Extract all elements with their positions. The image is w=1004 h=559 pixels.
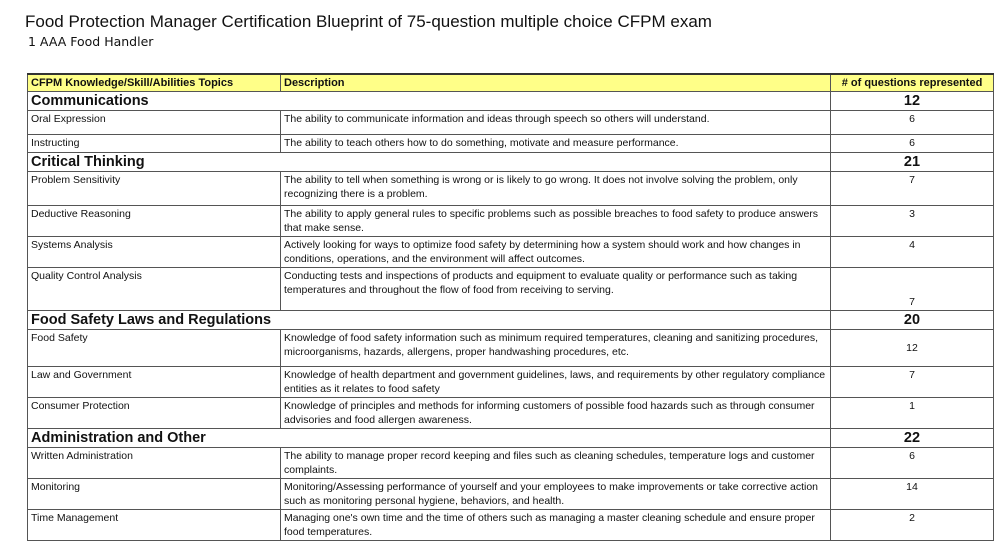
topic-description: The ability to apply general rules to sp… xyxy=(280,205,831,237)
category-count: 20 xyxy=(830,310,994,330)
topic-count: 2 xyxy=(830,509,994,541)
document-title: Food Protection Manager Certification Bl… xyxy=(25,12,712,31)
topic-name: Consumer Protection xyxy=(27,397,281,429)
topic-description: The ability to teach others how to do so… xyxy=(280,134,831,153)
topic-count: 12 xyxy=(830,329,994,367)
category-name: Critical Thinking xyxy=(27,152,831,172)
topic-row: Oral Expression The ability to communicat… xyxy=(27,110,994,135)
topic-description: Monitoring/Assessing performance of your… xyxy=(280,478,831,510)
topic-row: Instructing The ability to teach others h… xyxy=(27,134,994,153)
topic-description: Managing one's own time and the time of … xyxy=(280,509,831,541)
topic-description: Knowledge of food safety information suc… xyxy=(280,329,831,367)
topic-row: Deductive Reasoning The ability to apply … xyxy=(27,205,994,237)
topic-name: Monitoring xyxy=(27,478,281,510)
category-row: Administration and Other 22 xyxy=(27,428,994,448)
topic-description: The ability to tell when something is wr… xyxy=(280,171,831,206)
topic-name: Instructing xyxy=(27,134,281,153)
category-count: 12 xyxy=(830,91,994,111)
topic-name: Written Administration xyxy=(27,447,281,479)
topic-count: 1 xyxy=(830,397,994,429)
topic-description: Knowledge of principles and methods for … xyxy=(280,397,831,429)
blueprint-table: CFPM Knowledge/Skill/Abilities Topics De… xyxy=(27,73,994,541)
topic-description: The ability to manage proper record keep… xyxy=(280,447,831,479)
topic-name: Law and Government xyxy=(27,366,281,398)
topic-description: Conducting tests and inspections of prod… xyxy=(280,267,831,311)
topic-name: Systems Analysis xyxy=(27,236,281,268)
topic-name: Deductive Reasoning xyxy=(27,205,281,237)
topic-row: Law and Government Knowledge of health de… xyxy=(27,366,994,398)
topic-row: Monitoring Monitoring/Assessing performan… xyxy=(27,478,994,510)
topic-row: Problem Sensitivity The ability to tell w… xyxy=(27,171,994,206)
category-row: Food Safety Laws and Regulations 20 xyxy=(27,310,994,330)
header-topic: CFPM Knowledge/Skill/Abilities Topics xyxy=(27,73,281,92)
topic-count: 6 xyxy=(830,134,994,153)
topic-name: Food Safety xyxy=(27,329,281,367)
category-row: Communications 12 xyxy=(27,91,994,111)
category-count: 21 xyxy=(830,152,994,172)
topic-count: 6 xyxy=(830,447,994,479)
topic-name: Problem Sensitivity xyxy=(27,171,281,206)
topic-count: 3 xyxy=(830,205,994,237)
topic-row: Time Management Managing one's own time a… xyxy=(27,509,994,541)
topic-count: 4 xyxy=(830,236,994,268)
topic-count: 7 xyxy=(830,171,994,206)
topic-count: 14 xyxy=(830,478,994,510)
table-header-row: CFPM Knowledge/Skill/Abilities Topics De… xyxy=(27,73,994,92)
topic-row: Systems Analysis Actively looking for way… xyxy=(27,236,994,268)
category-row: Critical Thinking 21 xyxy=(27,152,994,172)
topic-row: Food Safety Knowledge of food safety info… xyxy=(27,329,994,367)
category-name: Food Safety Laws and Regulations xyxy=(27,310,831,330)
category-name: Administration and Other xyxy=(27,428,831,448)
category-name: Communications xyxy=(27,91,831,111)
header-count: # of questions represented xyxy=(830,73,994,92)
document-subtitle: 1 AAA Food Handler xyxy=(28,34,154,49)
topic-row: Written Administration The ability to man… xyxy=(27,447,994,479)
topic-description: Actively looking for ways to optimize fo… xyxy=(280,236,831,268)
topic-row: Consumer Protection Knowledge of principl… xyxy=(27,397,994,429)
topic-description: Knowledge of health department and gover… xyxy=(280,366,831,398)
topic-name: Oral Expression xyxy=(27,110,281,135)
category-count: 22 xyxy=(830,428,994,448)
topic-row: Quality Control Analysis Conducting tests… xyxy=(27,267,994,311)
topic-count: 7 xyxy=(830,366,994,398)
topic-count: 6 xyxy=(830,110,994,135)
topic-count: 7 xyxy=(830,267,994,311)
topic-name: Quality Control Analysis xyxy=(27,267,281,311)
topic-name: Time Management xyxy=(27,509,281,541)
header-description: Description xyxy=(280,73,831,92)
topic-description: The ability to communicate information a… xyxy=(280,110,831,135)
